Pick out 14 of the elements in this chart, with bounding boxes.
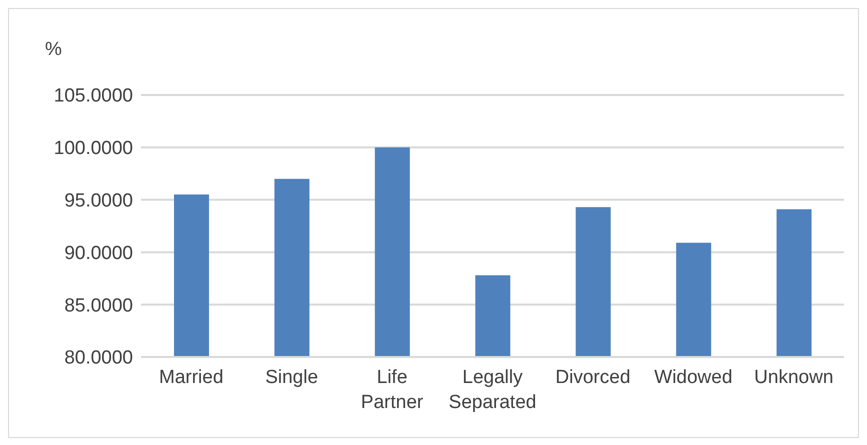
y-axis-title: % [45, 39, 62, 61]
x-tick-label: Widowed [654, 367, 732, 388]
y-tick-label: 95.0000 [64, 190, 133, 212]
y-tick-label: 90.0000 [64, 242, 133, 264]
y-tick-label: 85.0000 [64, 295, 133, 316]
x-tick-label: Life Partner [360, 367, 424, 413]
x-tick-label: Single [265, 367, 318, 388]
y-tick-label: 105.0000 [54, 86, 133, 107]
x-tick-label: Married [159, 367, 224, 388]
y-tick-label: 80.0000 [64, 348, 133, 369]
x-tick-label: Divorced [555, 367, 630, 388]
y-tick-label: 100.0000 [54, 138, 133, 160]
x-tick-label: Legally Separated [448, 367, 536, 413]
x-tick-label: Unknown [754, 367, 834, 388]
